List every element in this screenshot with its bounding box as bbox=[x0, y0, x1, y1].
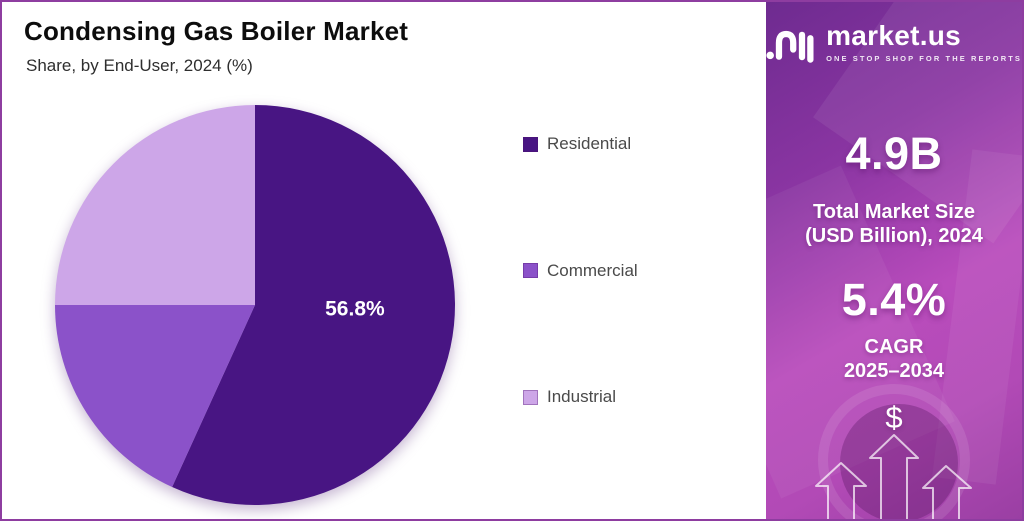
legend-swatch-industrial bbox=[523, 389, 538, 405]
brand-name: market.us bbox=[826, 19, 962, 51]
market-us-logo: market.us ONE STOP SHOP FOR THE REPORTS bbox=[766, 16, 1022, 68]
chart-panel: Condensing Gas Boiler Market Share, by E… bbox=[2, 2, 768, 519]
logo-dot bbox=[766, 51, 774, 60]
market-us-logo-icon bbox=[766, 30, 814, 63]
legend: Residential Commercial Industrial bbox=[2, 2, 768, 519]
stat-market-size-value: 4.9B bbox=[845, 128, 943, 179]
page-title: Condensing Gas Boiler Market bbox=[24, 16, 409, 46]
logo-text: market.us ONE STOP SHOP FOR THE REPORTS bbox=[826, 19, 1022, 63]
legend-label: Residential bbox=[547, 134, 632, 153]
legend-label: Industrial bbox=[547, 387, 616, 406]
legend-item-industrial: Industrial bbox=[523, 387, 616, 407]
stat-cagr-caption: CAGR 2025–2034 bbox=[766, 335, 1022, 383]
pie-slice-commercial bbox=[55, 305, 255, 488]
growth-arrows-icon bbox=[815, 434, 972, 519]
sidebar: market.us ONE STOP SHOP FOR THE REPORTS … bbox=[766, 2, 1022, 519]
arrow-up-right bbox=[922, 465, 972, 519]
stat-market-size-caption-line2: (USD Billion), 2024 bbox=[805, 225, 983, 247]
stat-market-size-caption-line1: Total Market Size bbox=[813, 201, 975, 223]
legend-item-residential: Residential bbox=[523, 134, 631, 154]
brand-tagline: ONE STOP SHOP FOR THE REPORTS bbox=[826, 53, 1022, 63]
pie-slice-industrial bbox=[55, 105, 255, 305]
legend-label: Commercial bbox=[547, 260, 638, 280]
legend-item-commercial: Commercial bbox=[523, 261, 638, 281]
stat-cagr-value: 5.4% bbox=[841, 274, 947, 325]
arrow-up-middle bbox=[869, 434, 919, 519]
stat-cagr-caption-line1: CAGR bbox=[864, 336, 924, 358]
pie-slice-residential bbox=[172, 105, 455, 506]
stat-cagr-caption-line2: 2025–2034 bbox=[843, 360, 945, 382]
arrow-up-left bbox=[815, 462, 867, 519]
dollar-icon: $ bbox=[885, 400, 903, 435]
chart-subtitle: Share, by End-User, 2024 (%) bbox=[26, 56, 253, 75]
pie-chart: 56.8% bbox=[55, 105, 455, 506]
legend-swatch-residential bbox=[523, 136, 538, 152]
legend-swatch-commercial bbox=[523, 263, 538, 278]
stat-market-size-caption: Total Market Size (USD Billion), 2024 bbox=[766, 200, 1022, 248]
pie-label-residential: 56.8% bbox=[325, 298, 385, 321]
